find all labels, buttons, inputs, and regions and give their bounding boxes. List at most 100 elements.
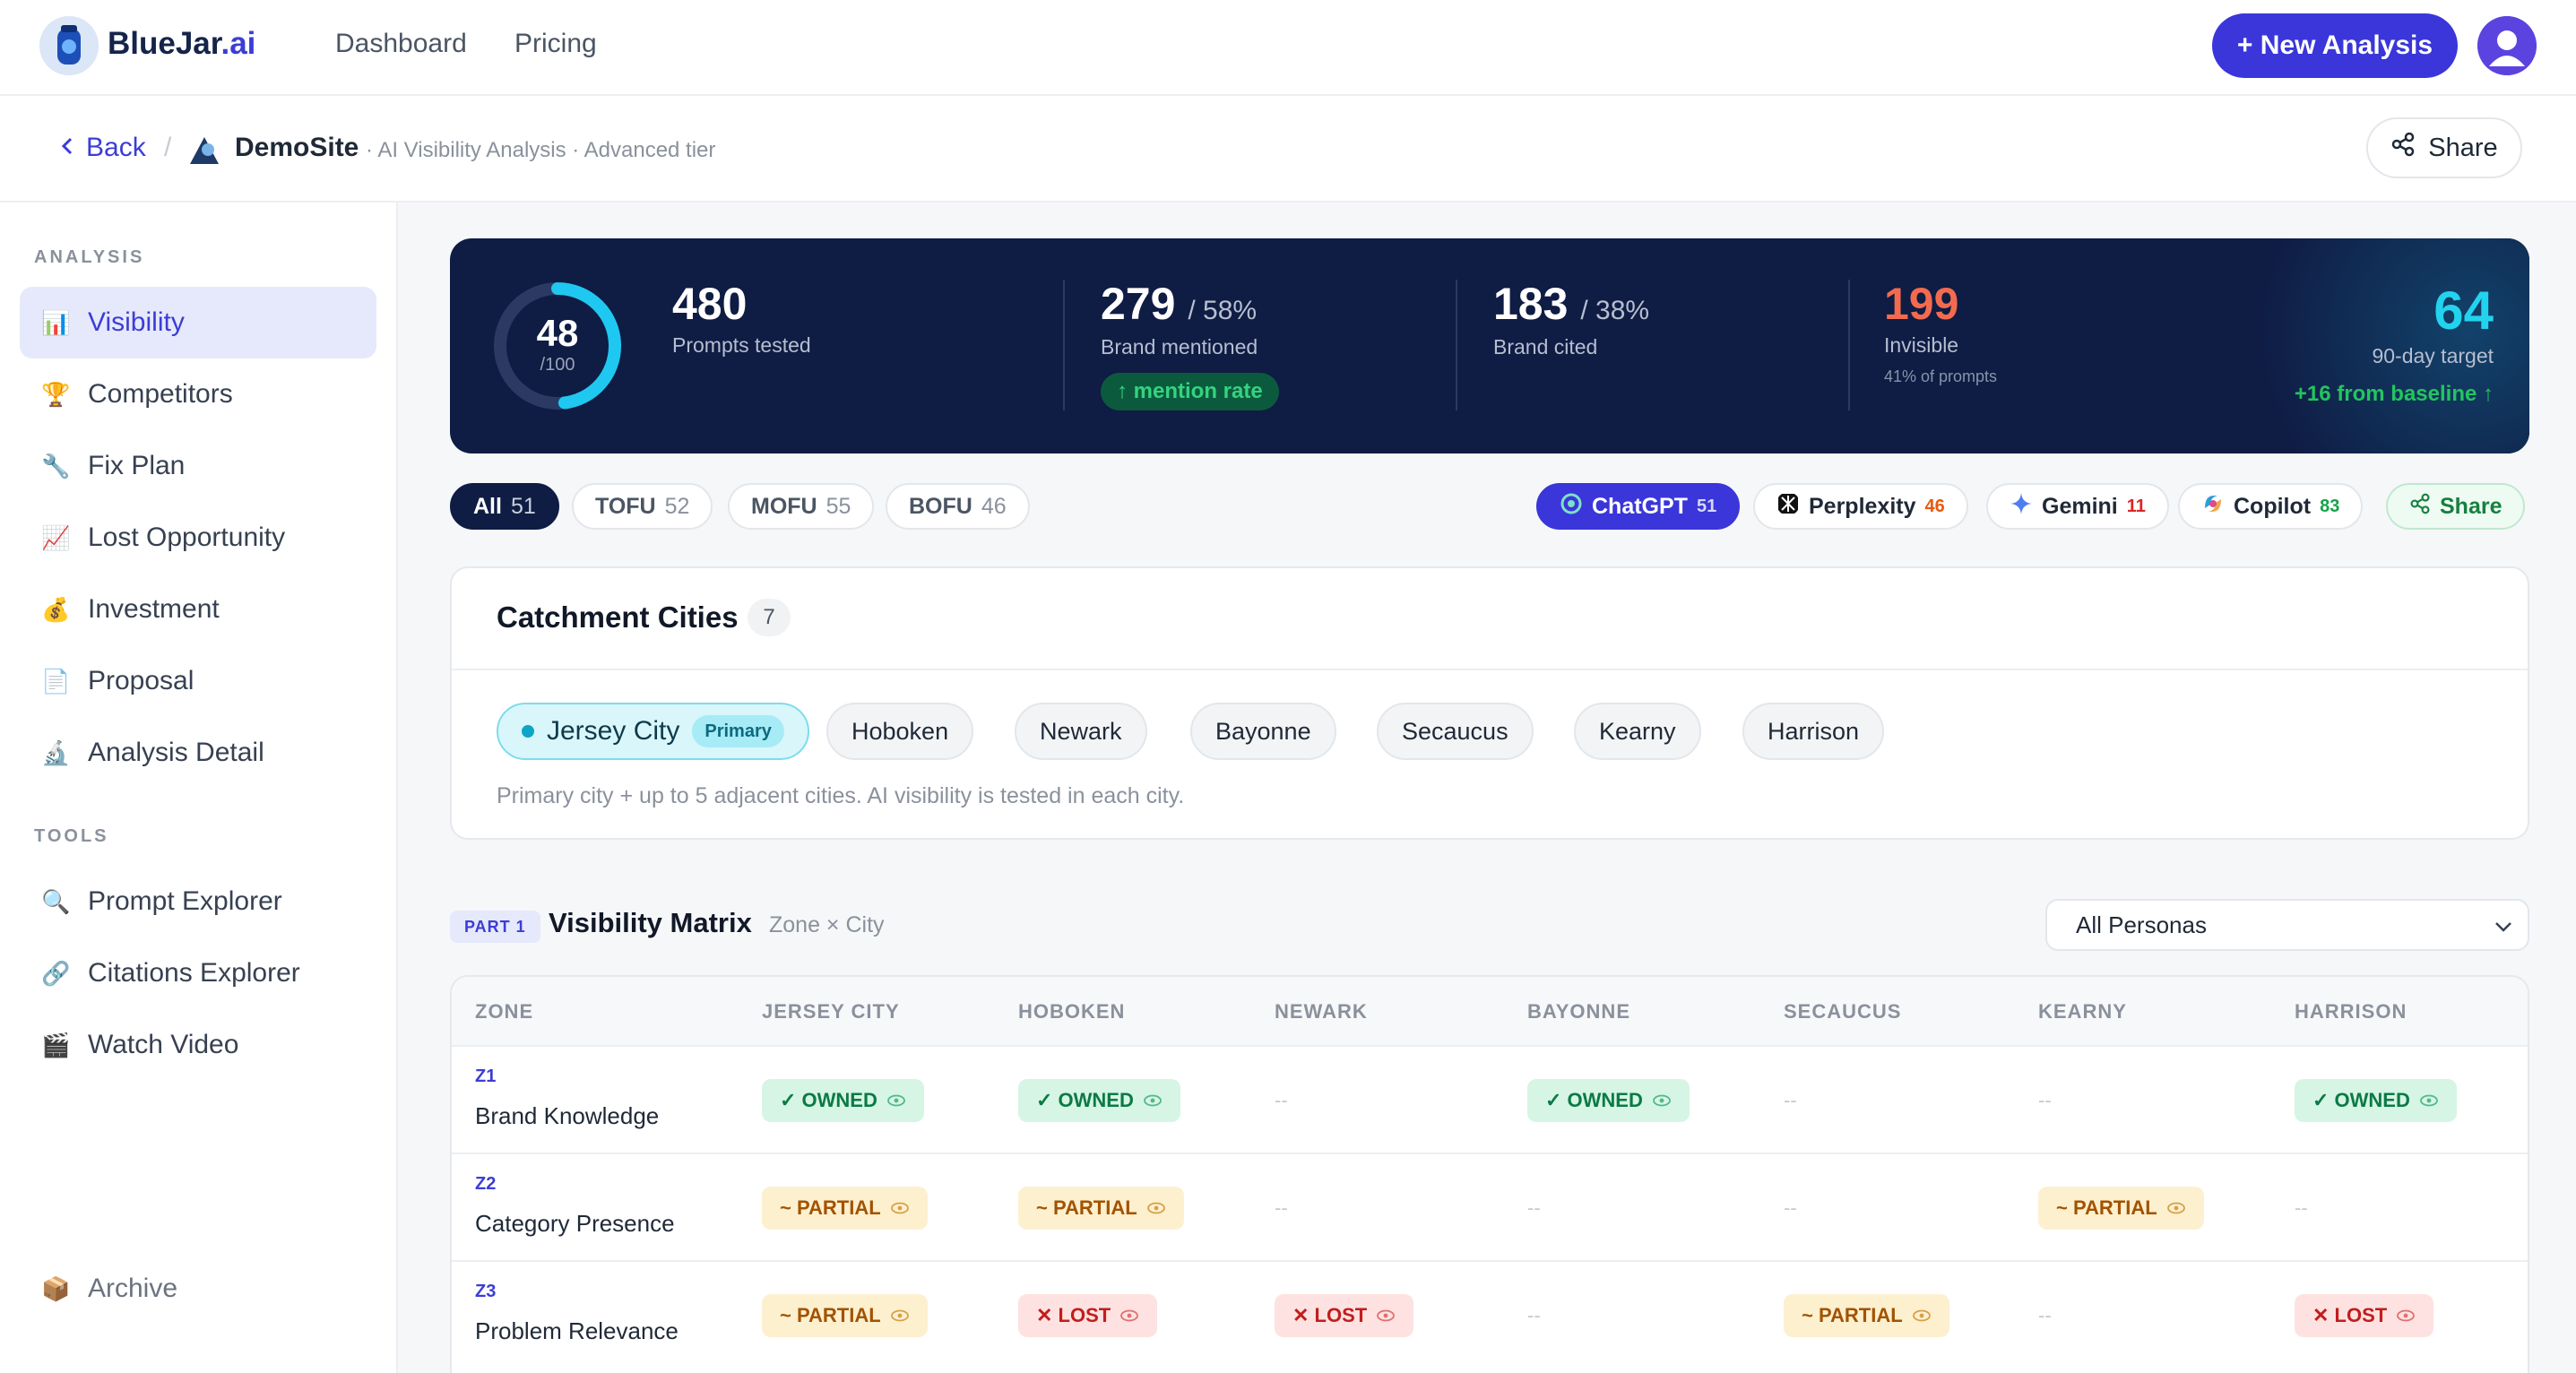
sidebar-item-citations-explorer[interactable]: 🔗 Citations Explorer [41, 958, 300, 988]
column-header: NEWARK [1275, 1000, 1368, 1023]
status-badge-owned[interactable]: ✓ OWNED [2295, 1079, 2457, 1122]
chevron-down-icon [2494, 911, 2513, 939]
sidebar-item-prompt-explorer[interactable]: 🔍 Prompt Explorer [41, 886, 282, 916]
nav-dashboard[interactable]: Dashboard [335, 29, 467, 58]
sidebar-item-lost-opportunity[interactable]: 📈 Lost Opportunity [41, 522, 286, 552]
primary-badge: Primary [692, 715, 784, 747]
new-analysis-button[interactable]: + New Analysis [2212, 13, 2458, 78]
eye-icon [1143, 1089, 1163, 1112]
catchment-title: Catchment Cities [497, 600, 739, 634]
back-link[interactable]: Back [61, 133, 146, 163]
filter-bofu[interactable]: BOFU 46 [886, 483, 1030, 530]
engine-gemini[interactable]: Gemini 11 [1986, 483, 2169, 530]
status-badge-lost[interactable]: ✕ LOST [1275, 1294, 1414, 1337]
prompts-tested-label: Prompts tested [672, 333, 811, 357]
visibility-matrix-table: ZONE JERSEY CITY HOBOKEN NEWARK BAYONNE … [450, 975, 2529, 1373]
status-badge-none: -- [1784, 1196, 1797, 1219]
engine-perplexity[interactable]: Perplexity 46 [1753, 483, 1968, 530]
bluejar-logo-icon[interactable] [39, 16, 99, 75]
sidebar-heading-tools: TOOLS [34, 826, 109, 846]
matrix-title: Visibility Matrix [549, 907, 752, 938]
sidebar-item-analysis-detail[interactable]: 🔬 Analysis Detail [41, 738, 264, 767]
column-header: HOBOKEN [1018, 1000, 1126, 1023]
share-button[interactable]: Share [2366, 117, 2522, 178]
city-chip-bayonne[interactable]: Bayonne [1190, 703, 1336, 760]
sidebar-item-investment[interactable]: 💰 Investment [41, 594, 220, 624]
status-badge-none: -- [1275, 1196, 1288, 1219]
filter-all[interactable]: All 51 [450, 483, 559, 530]
matrix-subtitle: Zone × City [769, 912, 885, 937]
document-icon: 📄 [41, 668, 71, 695]
visibility-score: 48 [536, 312, 579, 354]
city-chip-harrison[interactable]: Harrison [1742, 703, 1885, 760]
status-badge-partial[interactable]: ~ PARTIAL [1784, 1294, 1949, 1337]
status-badge-partial[interactable]: ~ PARTIAL [2038, 1187, 2204, 1230]
site-name[interactable]: DemoSite [235, 133, 359, 162]
status-badge-owned[interactable]: ✓ OWNED [762, 1079, 924, 1122]
eye-icon [2166, 1196, 2186, 1220]
sidebar-item-watch-video[interactable]: 🎬 Watch Video [41, 1030, 239, 1059]
wrench-icon: 🔧 [41, 453, 71, 479]
engine-chatgpt[interactable]: ChatGPT 51 [1536, 483, 1741, 530]
table-row[interactable]: Z3 Problem Relevance ~ PARTIAL ✕ LOST ✕ LOST… [452, 1260, 2528, 1368]
invisible-label: Invisible [1884, 333, 1959, 357]
trend-chart-icon: 📈 [41, 524, 71, 551]
table-row[interactable]: Z1 Brand Knowledge ✓ OWNED ✓ OWNED -- ✓ OWNED… [452, 1045, 2528, 1153]
status-badge-owned[interactable]: ✓ OWNED [1018, 1079, 1180, 1122]
column-header: KEARNY [2038, 1000, 2127, 1023]
status-badge-owned[interactable]: ✓ OWNED [1527, 1079, 1690, 1122]
sidebar-item-competitors[interactable]: 🏆 Competitors [41, 379, 233, 409]
trophy-icon: 🏆 [41, 381, 71, 408]
visibility-score-max: /100 [540, 355, 575, 375]
status-badge-lost[interactable]: ✕ LOST [2295, 1294, 2434, 1337]
magnifier-icon: 🔍 [41, 888, 71, 915]
status-badge-none: -- [2295, 1196, 2308, 1219]
status-badge-partial[interactable]: ~ PARTIAL [1018, 1187, 1184, 1230]
zone-id: Z1 [475, 1066, 497, 1086]
city-chip-hoboken[interactable]: Hoboken [826, 703, 974, 760]
table-row[interactable]: Z2 Category Presence ~ PARTIAL ~ PARTIAL -- -… [452, 1153, 2528, 1260]
brand-cited-label: Brand cited [1493, 335, 1598, 358]
brand-mentioned-label: Brand mentioned [1101, 335, 1258, 358]
sidebar-item-archive[interactable]: 📦 Archive [41, 1274, 178, 1303]
bar-chart-icon: 📊 [41, 309, 71, 336]
persona-select[interactable]: All Personas [2045, 899, 2529, 951]
nav-pricing[interactable]: Pricing [514, 29, 597, 58]
target-label: 90-day target [2372, 344, 2494, 367]
catchment-cities-card: Catchment Cities 7 Jersey City Primary H… [450, 566, 2529, 840]
status-badge-partial[interactable]: ~ PARTIAL [762, 1294, 928, 1337]
status-badge-partial[interactable]: ~ PARTIAL [762, 1187, 928, 1230]
share-icon [2390, 132, 2416, 164]
sidebar-heading-analysis: ANALYSIS [34, 247, 145, 267]
sidebar-item-proposal[interactable]: 📄 Proposal [41, 666, 194, 695]
status-badge-none: -- [2038, 1304, 2052, 1326]
zone-name: Brand Knowledge [475, 1102, 660, 1129]
city-chip-kearny[interactable]: Kearny [1574, 703, 1701, 760]
filter-tofu[interactable]: TOFU 52 [572, 483, 713, 530]
user-avatar[interactable] [2477, 16, 2537, 75]
divider [1063, 280, 1065, 410]
breadcrumb-separator: / [164, 133, 172, 162]
divider [452, 669, 2528, 670]
eye-icon [2419, 1089, 2439, 1112]
box-icon: 📦 [41, 1275, 71, 1302]
status-badge-none: -- [1275, 1089, 1288, 1111]
analysis-meta: · AI Visibility Analysis · Advanced tier [366, 138, 716, 162]
score-ring [494, 282, 621, 410]
status-badge-none: -- [1527, 1304, 1541, 1326]
engine-copilot[interactable]: Copilot 83 [2178, 483, 2364, 530]
invisible-note: 41% of prompts [1884, 367, 1998, 385]
column-header: SECAUCUS [1784, 1000, 1902, 1023]
engines-share-button[interactable]: Share [2386, 483, 2526, 530]
city-chip-newark[interactable]: Newark [1015, 703, 1147, 760]
status-badge-lost[interactable]: ✕ LOST [1018, 1294, 1158, 1337]
city-chip-secaucus[interactable]: Secaucus [1377, 703, 1534, 760]
chatgpt-icon [1560, 492, 1583, 522]
sidebar-item-fix-plan[interactable]: 🔧 Fix Plan [41, 451, 186, 480]
logo-text[interactable]: BlueJar.ai [108, 26, 256, 61]
filter-mofu[interactable]: MOFU 55 [728, 483, 875, 530]
sidebar-item-visibility[interactable]: 📊 Visibility [20, 287, 376, 358]
mention-rate-badge: ↑ mention rate [1101, 373, 1279, 410]
city-chip-jersey-city[interactable]: Jersey City Primary [497, 703, 809, 760]
money-bag-icon: 💰 [41, 596, 71, 623]
